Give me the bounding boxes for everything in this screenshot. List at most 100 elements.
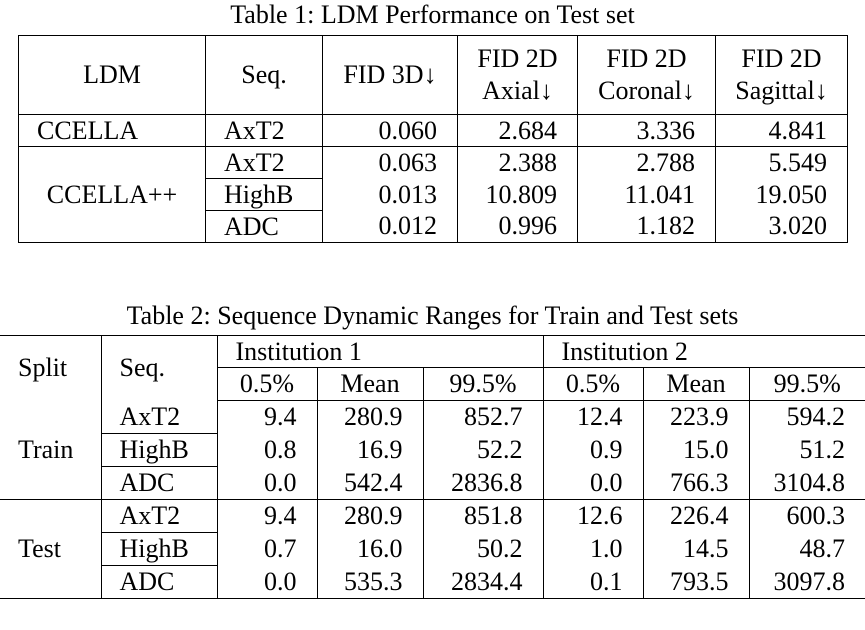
table-row: HighB 0.7 16.0 50.2 1.0 14.5 48.7 — [0, 532, 865, 566]
value-cell: 280.9 — [316, 499, 423, 533]
value-cell: 0.060 — [322, 114, 458, 147]
header-fid-3d: FID 3D↓ — [322, 35, 458, 115]
value-cell: 4.841 — [715, 114, 848, 147]
seq-cell: ADC — [100, 565, 217, 599]
header-institution-2: Institution 2 — [542, 335, 865, 368]
subheader-mean: Mean — [316, 367, 423, 401]
value-cell: 19.050 — [715, 178, 848, 211]
value-cell: 3.336 — [577, 114, 716, 147]
value-cell: 2.684 — [457, 114, 578, 147]
table-row: ADC 0.0 535.3 2834.4 0.1 793.5 3097.8 — [0, 565, 865, 599]
value-cell: 0.0 — [542, 466, 643, 500]
ldm-performance-table: LDM Seq. FID 3D↓ FID 2D Axial↓ FID 2D Co… — [18, 35, 848, 243]
value-cell: 2.788 — [577, 146, 716, 179]
header-ldm: LDM — [18, 35, 206, 115]
value-cell: 0.7 — [216, 532, 317, 566]
table-row: Test AxT2 9.4 280.9 851.8 12.6 226.4 600… — [0, 499, 865, 599]
value-cell: 2836.8 — [422, 466, 543, 500]
table2-caption: Table 2: Sequence Dynamic Ranges for Tra… — [126, 301, 739, 330]
header-split: Split — [18, 353, 68, 383]
value-cell: 0.996 — [457, 210, 578, 243]
value-cell: 0.012 — [322, 210, 458, 243]
value-cell: 793.5 — [642, 565, 749, 599]
header-fid-2d-sagittal: FID 2D Sagittal↓ — [715, 35, 848, 115]
value-cell: 15.0 — [642, 433, 749, 467]
header-fid-2d-coronal: FID 2D Coronal↓ — [577, 35, 716, 115]
value-cell: 600.3 — [748, 499, 865, 533]
value-cell: 10.809 — [457, 178, 578, 211]
header-line: Sagittal↓ — [735, 76, 828, 105]
value-cell: 542.4 — [316, 466, 423, 500]
seq-cell: AxT2 — [100, 400, 217, 434]
seq-cell: HighB — [205, 178, 323, 211]
value-cell: 3104.8 — [748, 466, 865, 500]
value-cell: 16.0 — [316, 532, 423, 566]
seq-cell: HighB — [100, 433, 217, 467]
subheader-mean: Mean — [642, 367, 749, 401]
table-row: ADC 0.0 542.4 2836.8 0.0 766.3 3104.8 — [0, 466, 865, 500]
seq-cell: AxT2 — [205, 114, 323, 147]
seq-cell: AxT2 — [205, 146, 323, 179]
seq-cell: ADC — [100, 466, 217, 500]
header-line: FID 2D — [477, 44, 558, 73]
value-cell: 51.2 — [748, 433, 865, 467]
value-cell: 594.2 — [748, 400, 865, 434]
value-cell: 12.4 — [542, 400, 643, 434]
value-cell: 280.9 — [316, 400, 423, 434]
ldm-cell: CCELLA++ — [18, 146, 206, 243]
subheader-p995: 99.5% — [748, 367, 865, 401]
subheader-p05: 0.5% — [542, 367, 643, 401]
seq-cell: AxT2 — [100, 499, 217, 533]
split-cell: Train — [0, 400, 101, 500]
table-row: CCELLA++ AxT2 0.063 2.388 2.788 5.549 — [18, 146, 848, 243]
value-cell: 1.182 — [577, 210, 716, 243]
dynamic-ranges-table: Split Seq. Institution 1 Institution 2 0… — [0, 335, 865, 599]
value-cell: 9.4 — [216, 400, 317, 434]
value-cell: 5.549 — [715, 146, 848, 179]
header-fid-2d-axial: FID 2D Axial↓ — [457, 35, 578, 115]
table-row: HighB 0.013 10.809 11.041 19.050 — [19, 178, 848, 211]
header-line: FID 2D — [741, 44, 822, 73]
table-row: ADC 0.012 0.996 1.182 3.020 — [19, 210, 848, 243]
value-cell: 2.388 — [457, 146, 578, 179]
value-cell: 9.4 — [216, 499, 317, 533]
table1-caption: Table 1: LDM Performance on Test set — [230, 0, 635, 29]
header-seq: Seq. — [100, 335, 217, 401]
subheader-p995: 99.5% — [422, 367, 543, 401]
value-cell: 3.020 — [715, 210, 848, 243]
value-cell: 0.0 — [216, 565, 317, 599]
table-row: HighB 0.8 16.9 52.2 0.9 15.0 51.2 — [0, 433, 865, 467]
split-cell: Test — [0, 499, 101, 599]
value-cell: 3097.8 — [748, 565, 865, 599]
value-cell: 50.2 — [422, 532, 543, 566]
value-cell: 0.063 — [322, 146, 458, 179]
value-cell: 12.6 — [542, 499, 643, 533]
table-row: CCELLA AxT2 0.060 2.684 3.336 4.841 — [18, 114, 848, 147]
value-cell: 11.041 — [577, 178, 716, 211]
value-cell: 1.0 — [542, 532, 643, 566]
value-cell: 0.0 — [216, 466, 317, 500]
value-cell: 14.5 — [642, 532, 749, 566]
value-cell: 0.1 — [542, 565, 643, 599]
header-line: Axial↓ — [482, 76, 553, 105]
value-cell: 16.9 — [316, 433, 423, 467]
subheader-p05: 0.5% — [216, 367, 317, 401]
value-cell: 0.9 — [542, 433, 643, 467]
value-cell: 2834.4 — [422, 565, 543, 599]
value-cell: 0.013 — [322, 178, 458, 211]
header-line: Coronal↓ — [598, 76, 695, 105]
value-cell: 223.9 — [642, 400, 749, 434]
seq-cell: HighB — [100, 532, 217, 566]
value-cell: 535.3 — [316, 565, 423, 599]
value-cell: 48.7 — [748, 532, 865, 566]
value-cell: 226.4 — [642, 499, 749, 533]
value-cell: 0.8 — [216, 433, 317, 467]
value-cell: 52.2 — [422, 433, 543, 467]
value-cell: 851.8 — [422, 499, 543, 533]
value-cell: 852.7 — [422, 400, 543, 434]
header-seq: Seq. — [205, 35, 323, 115]
table-row: Train AxT2 9.4 280.9 852.7 12.4 223.9 59… — [0, 400, 865, 500]
seq-cell: ADC — [205, 210, 323, 243]
ldm-cell: CCELLA — [18, 114, 206, 147]
value-cell: 766.3 — [642, 466, 749, 500]
